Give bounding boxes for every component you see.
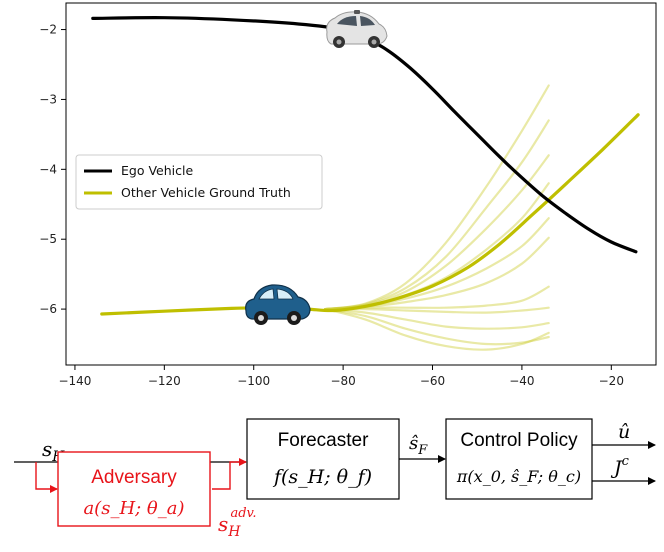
forecast-sample-line-7 [324,306,550,314]
y-tick-label: −5 [39,232,57,246]
output-cost-label: Jc [610,454,630,479]
adversary-branch-out [212,458,247,490]
legend-label-ego: Ego Vehicle [121,163,193,178]
x-tick-label: −100 [237,374,270,388]
y-tick-label: −3 [39,92,57,106]
pipeline-diagram: sH Adversary a(s_H; θ_a) sHadv. Forecast… [14,418,656,540]
ground-truth-line [100,113,640,316]
legend: Ego Vehicle Other Vehicle Ground Truth [75,154,323,210]
forecaster-formula: f(s_H; θ_f) [272,466,372,488]
y-tick-label: −2 [39,23,57,37]
forecast-sample-line-8 [324,308,550,330]
control-policy-block: Control Policy π(x_0, ŝ_F; θ_c) [445,418,593,500]
y-tick-label: −4 [39,162,57,176]
plot-content [91,16,640,351]
output-control-label: û [618,421,630,443]
adversary-title: Adversary [91,467,177,488]
forecast-sample-line-10 [324,308,550,351]
ego-vehicle-line [91,16,638,254]
forecaster-block: Forecaster f(s_H; θ_f) [246,418,400,500]
x-tick-label: −120 [148,374,181,388]
trajectory-plot: −140 −120 −100 −80 −60 −40 −20 −2 −3 −4 −5 −6 Ego V… [39,2,657,388]
legend-label-other: Other Vehicle Ground Truth [121,185,291,200]
y-tick-label: −6 [39,302,57,316]
x-tick-label: −20 [599,374,624,388]
ego-vehicle-icon [326,10,388,48]
x-tick-label: −80 [330,374,355,388]
forecaster-title: Forecaster [278,430,369,451]
adversary-branch-in [35,462,58,493]
control-policy-title: Control Policy [460,430,578,451]
x-tick-label: −40 [509,374,534,388]
x-tick-label: −140 [58,374,91,388]
axes: −140 −120 −100 −80 −60 −40 −20 −2 −3 −4 −5 −6 [39,23,624,388]
x-tick-label: −60 [420,374,445,388]
forecast-sample-line-0 [324,84,550,311]
control-policy-formula: π(x_0, ŝ_F; θ_c) [456,467,581,486]
forecast-label: ŝF [409,433,428,458]
other-vehicle-icon [245,284,311,325]
forecast-sample-line-9 [324,308,550,346]
forecast-sample-line-1 [324,119,550,311]
adversarial-input-label: sHadv. [218,506,257,540]
adversary-block: Adversary a(s_H; θ_a) [57,451,211,527]
adversary-formula: a(s_H; θ_a) [83,498,184,519]
